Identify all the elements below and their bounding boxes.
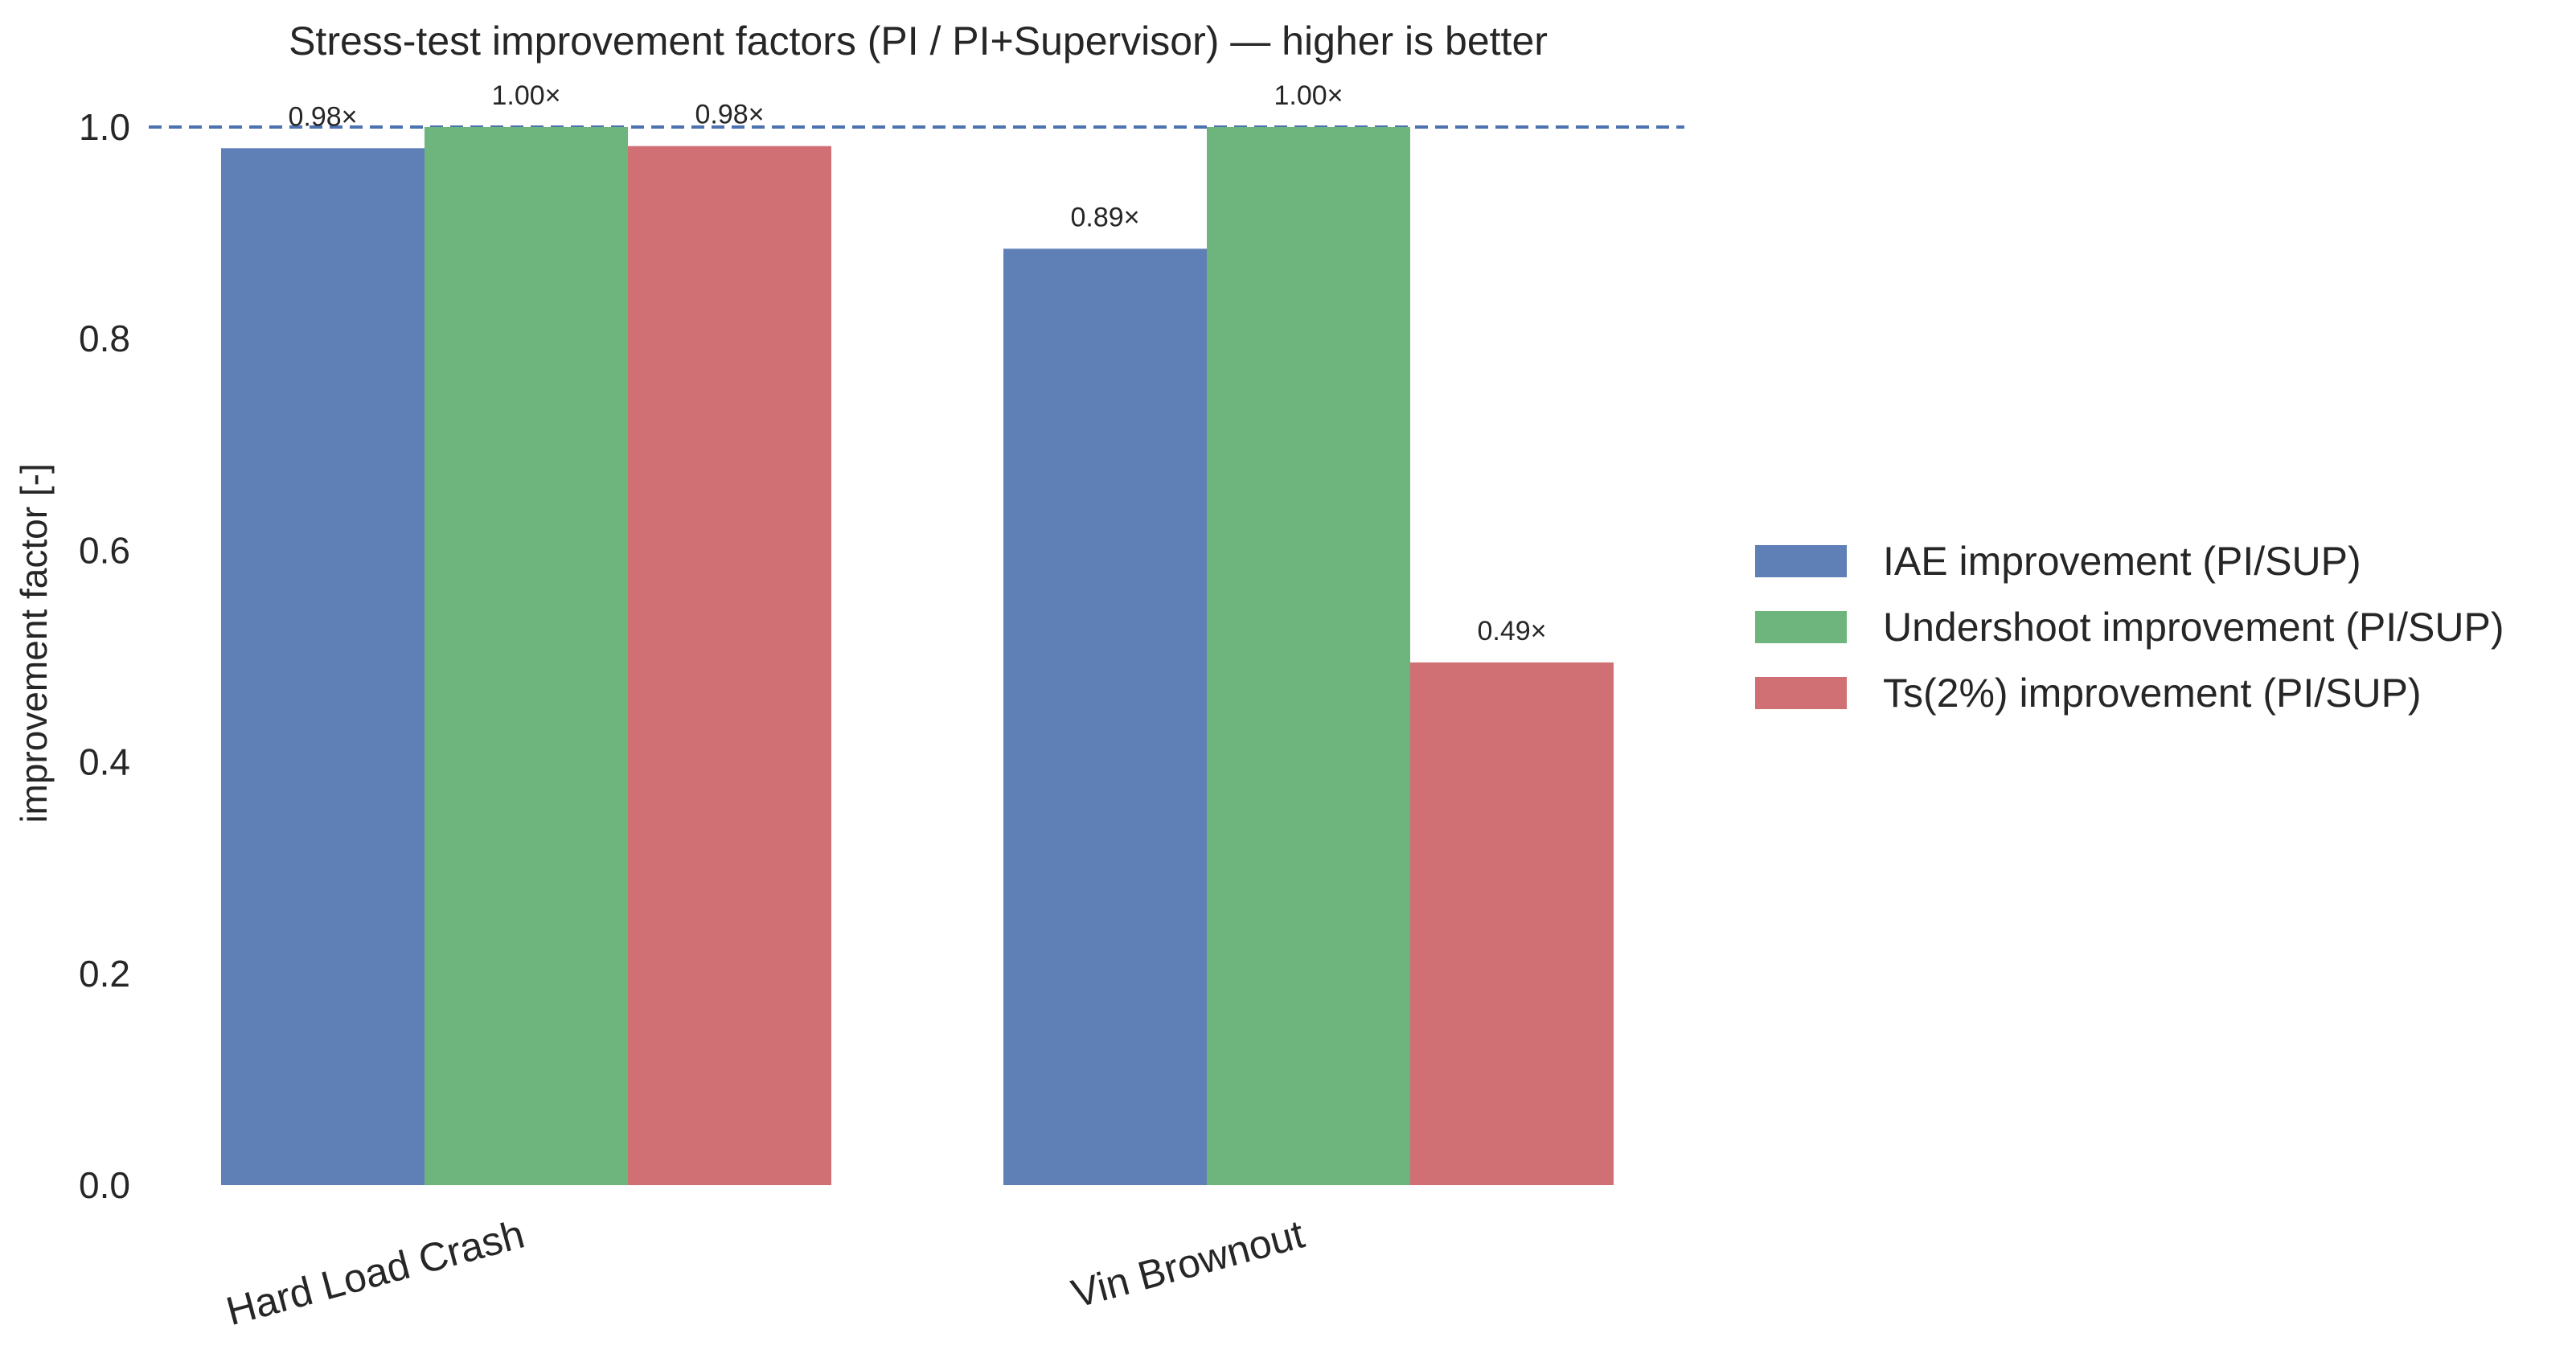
legend-swatch	[1755, 545, 1847, 577]
y-tick-label: 0.2	[79, 953, 130, 995]
bar	[1003, 248, 1207, 1186]
bar-value-label: 0.98×	[288, 101, 357, 132]
y-tick-label: 0.4	[79, 741, 130, 783]
legend-label: Ts(2%) improvement (PI/SUP)	[1883, 671, 2422, 716]
bar	[425, 127, 628, 1185]
bars	[221, 127, 1614, 1186]
bar-value-label: 1.00×	[1274, 80, 1343, 111]
bar-value-label: 1.00×	[491, 80, 560, 111]
y-tick-label: 1.0	[79, 106, 130, 148]
bar-value-label: 0.98×	[695, 100, 764, 130]
bar	[1410, 662, 1614, 1185]
y-tick-label: 0.0	[79, 1164, 130, 1206]
legend-swatch	[1755, 611, 1847, 643]
legend-swatch	[1755, 677, 1847, 709]
data-labels: 0.98× 1.00× 0.98× 0.89× 1.00× 0.49×	[288, 80, 1546, 646]
bar-value-label: 0.49×	[1477, 616, 1546, 646]
y-axis-ticks: 0.0 0.2 0.4 0.6 0.8 1.0	[79, 106, 130, 1206]
bar-value-label: 0.89×	[1070, 202, 1139, 232]
bar	[221, 148, 425, 1185]
legend-label: IAE improvement (PI/SUP)	[1883, 539, 2361, 584]
bar	[628, 146, 831, 1186]
legend: IAE improvement (PI/SUP) Undershoot impro…	[1755, 539, 2504, 716]
chart-title: Stress-test improvement factors (PI / PI…	[289, 18, 1548, 64]
bar	[1207, 127, 1410, 1185]
y-tick-label: 0.6	[79, 529, 130, 571]
legend-label: Undershoot improvement (PI/SUP)	[1883, 605, 2504, 650]
y-tick-label: 0.8	[79, 318, 130, 359]
y-axis-label: improvement factor [-]	[13, 463, 55, 823]
